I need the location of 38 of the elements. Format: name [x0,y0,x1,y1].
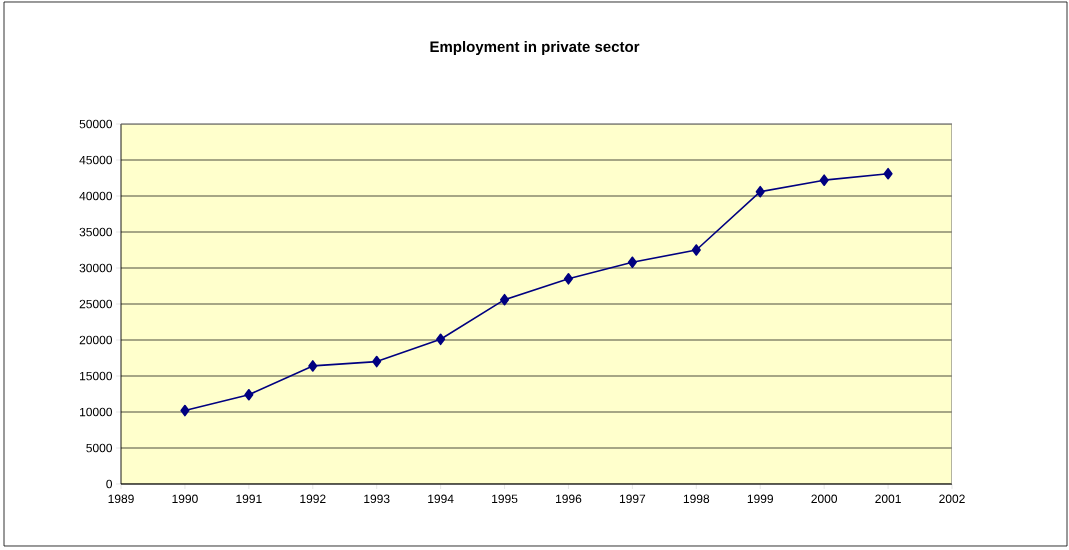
point [436,333,446,346]
point [372,355,382,368]
x-tick-label: 1998 [683,494,710,504]
x-tick-label: 1989 [108,494,134,504]
y-tick-label: 45000 [79,155,113,165]
point [819,174,829,186]
x-tick-label: 1992 [300,494,326,504]
y-tick-label: 30000 [79,263,113,273]
point [499,293,510,306]
point [755,185,765,198]
y-tick-label: 40000 [79,191,113,201]
y-tick-label: 10000 [80,407,113,417]
x-tick-label: 1996 [556,494,582,504]
y-tick-label: 35000 [79,227,113,237]
x-tick-label: 1999 [747,494,773,504]
x-tick-label: 1995 [492,494,518,504]
x-tick-label: 2002 [939,494,965,504]
y-tick-label: 0 [106,479,113,489]
y-tick-label: 5000 [86,443,113,453]
y-tick-label: 20000 [79,335,113,345]
point [308,360,318,372]
x-tick-label: 1993 [364,494,390,504]
point [627,256,637,269]
point [691,244,701,256]
y-tick-label: 50000 [79,119,113,129]
x-tick-label: 2001 [875,494,901,504]
x-tick-label: 1997 [619,494,646,504]
point [180,404,190,417]
y-tick-label: 15000 [80,371,113,381]
point [244,388,254,401]
y-tick-label: 25000 [79,299,113,309]
x-tick-label: 1994 [428,494,454,504]
x-tick-label: 1990 [172,494,198,504]
point [883,167,893,180]
chart-title: Employment in private sector [430,41,640,55]
x-tick-label: 1991 [236,494,262,504]
x-tick-label: 2000 [811,494,838,504]
point [563,273,574,285]
